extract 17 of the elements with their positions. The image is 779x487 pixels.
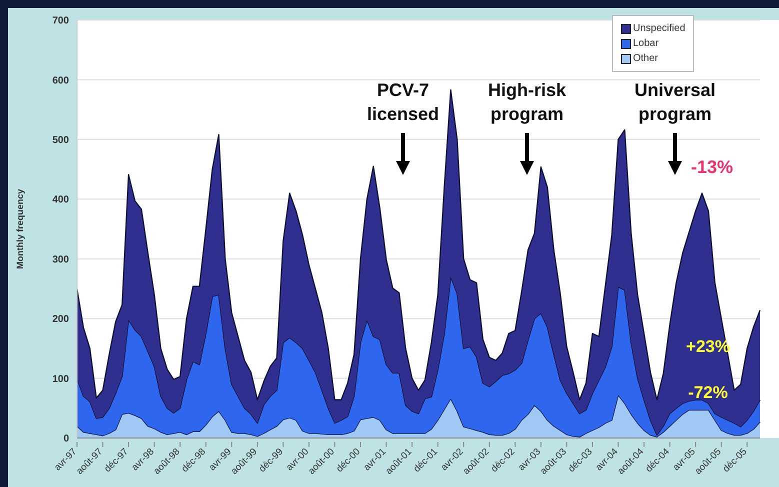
y-tick-label: 200 [52,314,70,326]
y-tick-label: 100 [52,374,70,385]
legend-label: Lobar [633,38,659,49]
y-tick-label: 0 [63,434,70,445]
annotation: -13% [690,156,734,179]
legend-label: Other [633,53,658,64]
annotation: -72% [687,382,729,404]
annotation: PCV-7 licensed [366,79,440,126]
annotation: High-risk program [486,79,567,126]
y-tick-label: 300 [52,254,70,266]
y-tick-label: 500 [52,134,70,146]
y-tick-label: 600 [52,75,70,86]
y-tick-label: 400 [52,194,70,206]
y-axis-title: Monthly frequency [15,188,26,270]
legend-label: Unspecified [633,23,686,34]
annotation: Universal program [633,79,717,126]
y-tick-label: 700 [52,16,70,27]
